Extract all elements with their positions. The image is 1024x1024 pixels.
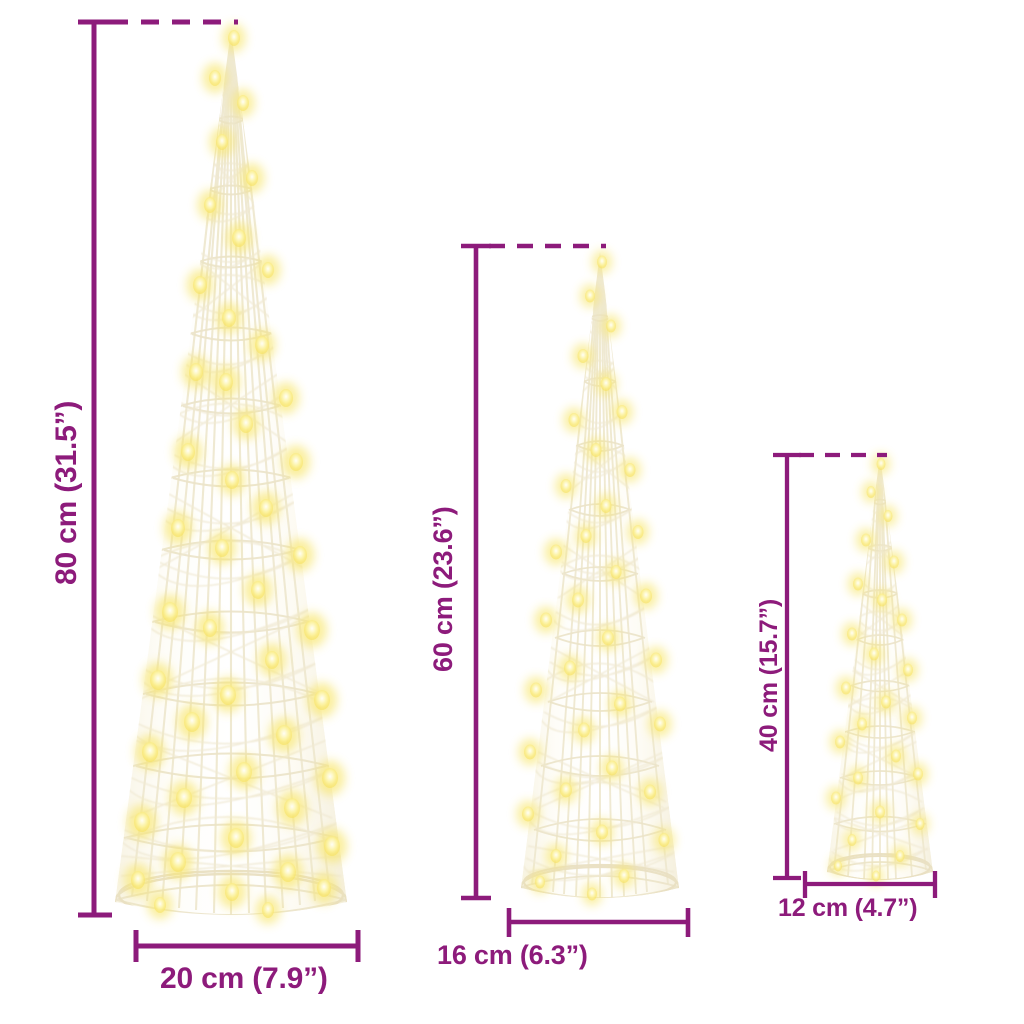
width-label-cone-large: 20 cm (7.9”) — [160, 962, 328, 995]
dimension-medium-height — [461, 243, 491, 901]
dimension-small-height — [773, 452, 801, 881]
height-label-cone-medium: 60 cm (23.6”) — [428, 506, 458, 673]
height-label-cone-small: 40 cm (15.7”) — [755, 598, 783, 752]
cone-small-leds — [825, 452, 930, 887]
height-label-cone-large: 80 cm (31.5”) — [50, 400, 83, 585]
width-label-cone-medium: 16 cm (6.3”) — [437, 940, 588, 970]
cone-medium-leds — [515, 249, 676, 907]
width-label-cone-small: 12 cm (4.7”) — [778, 894, 918, 922]
cone-large-leds — [122, 22, 349, 926]
dimension-large-width — [133, 930, 361, 962]
dimension-large-height — [78, 19, 112, 918]
dimension-medium-width — [506, 908, 691, 937]
dimension-small-width — [802, 871, 938, 898]
